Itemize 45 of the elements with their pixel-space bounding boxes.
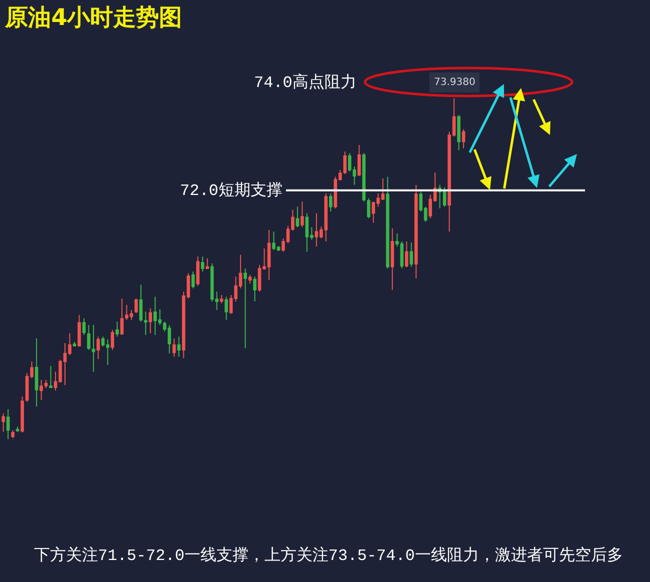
candlestick: [404, 241, 408, 268]
candlestick: [253, 276, 256, 302]
candlestick: [116, 321, 119, 338]
candlestick: [6, 408, 10, 440]
candlestick: [72, 341, 76, 348]
candlestick: [134, 298, 138, 314]
text: 74.0高点阻力: [254, 73, 356, 92]
candlestick: [20, 396, 24, 433]
candlestick: [296, 206, 300, 228]
candlestick: [96, 336, 100, 360]
candlestick: [172, 338, 176, 358]
chart-title: 原油4小时走势图: [4, 4, 182, 31]
candlestick: [177, 336, 181, 358]
candlestick: [248, 274, 252, 284]
candlestick: [457, 114, 460, 151]
candlestick: [2, 412, 5, 432]
candlestick: [87, 324, 90, 350]
candlestick: [110, 329, 114, 350]
candlestick: [244, 268, 247, 349]
candlestick: [358, 144, 361, 177]
candlestick: [191, 271, 195, 289]
text: 下方关注71.5-72.0一线支撑，上方关注73.5-74.0一线阻力，激进者可先空后多: [34, 546, 623, 565]
candlestick: [343, 150, 347, 174]
candlestick: [386, 176, 390, 269]
ref-line-label: 72.0短期支撑: [180, 181, 282, 200]
candlestick: [78, 314, 81, 348]
candlestick: [196, 256, 200, 286]
candlestick: [300, 201, 304, 228]
candlestick: [414, 184, 418, 279]
candlestick: [462, 128, 466, 149]
candlestick: [16, 426, 20, 432]
annotation: 73.9380: [434, 77, 476, 88]
candlestick: [49, 365, 52, 389]
candlestick: [34, 338, 38, 408]
candlestick: [224, 296, 228, 320]
candlestick: [329, 192, 332, 212]
candlestick: [206, 258, 209, 270]
candlestick: [200, 256, 204, 272]
candlestick: [410, 242, 414, 268]
candlestick: [11, 430, 14, 439]
candlestick: [220, 294, 224, 304]
candlestick: [92, 324, 96, 372]
candlestick: [148, 308, 152, 334]
candlestick: [82, 318, 86, 336]
candlestick: [390, 228, 394, 290]
